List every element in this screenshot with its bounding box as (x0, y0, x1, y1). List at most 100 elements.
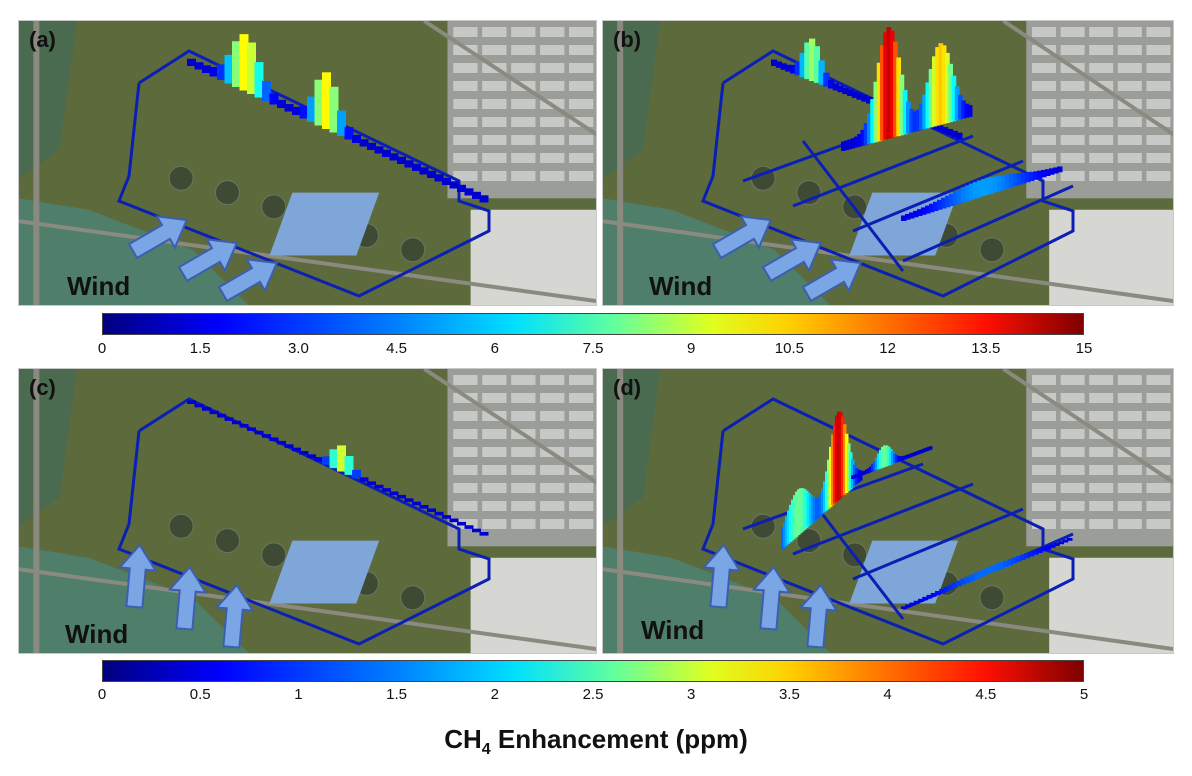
ch4-enhancement-bar (825, 471, 829, 511)
industrial-roof (470, 209, 596, 305)
ch4-enhancement-bar (925, 205, 931, 214)
building (511, 117, 536, 127)
building (540, 519, 565, 529)
ch4-enhancement-bar (879, 449, 883, 469)
ch4-enhancement-bar (993, 176, 999, 193)
ch4-enhancement-bar (1011, 557, 1018, 564)
building (1146, 411, 1171, 421)
ch4-enhancement-bar (787, 510, 791, 544)
ch4-enhancement-bar (922, 94, 927, 130)
ch4-enhancement-bar (797, 489, 801, 535)
ch4-enhancement-bar (859, 472, 863, 476)
ch4-enhancement-bar (928, 68, 934, 128)
road (423, 21, 596, 137)
ch4-enhancement-bar (994, 563, 1001, 571)
ch4-enhancement-bar (329, 449, 339, 469)
building (511, 153, 536, 163)
ch4-enhancement-bar (860, 129, 866, 146)
building (1117, 171, 1142, 181)
building (511, 501, 536, 511)
building (511, 375, 536, 385)
building (1060, 447, 1085, 457)
building (1089, 45, 1114, 55)
ch4-enhancement-bar (1033, 171, 1039, 180)
ch4-enhancement-bar (947, 584, 954, 590)
ch4-enhancement-bar (799, 488, 803, 534)
ch4-enhancement-bar (953, 191, 959, 205)
ch4-enhancement-bar (905, 213, 911, 220)
ch4-enhancement-bar (1032, 550, 1039, 555)
colorbar-tick-label: 2.5 (582, 686, 604, 703)
ch4-enhancement-bar (925, 82, 931, 129)
building (453, 27, 478, 37)
building (1060, 465, 1085, 475)
building (511, 27, 536, 37)
ch4-enhancement-bar (1001, 174, 1007, 190)
building (1032, 153, 1057, 163)
ch4-enhancement-bar (977, 180, 983, 198)
ch4-enhancement-bar (903, 455, 907, 460)
ch4-enhancement-bar (889, 30, 895, 138)
building (1032, 411, 1057, 421)
wind-arrow-icon (798, 583, 839, 649)
ch4-enhancement-bar (815, 498, 819, 520)
ch4-enhancement-bar (893, 453, 897, 464)
ch4-enhancement-bar (930, 592, 937, 597)
ch4-enhancement-bar (965, 185, 971, 201)
survey-route (701, 397, 1075, 646)
ch4-enhancement-bar (813, 46, 820, 83)
colorbar-tick-label: 7.5 (582, 340, 604, 357)
wind-arrow-icon (117, 543, 158, 609)
survey-route (902, 184, 1074, 263)
wind-label-a: Wind (67, 271, 131, 301)
ch4-enhancement-bar (299, 451, 309, 455)
building (1032, 429, 1057, 439)
building (453, 429, 478, 439)
ch4-enhancement-bar (973, 182, 979, 199)
ch4-enhancement-bar (986, 567, 992, 574)
ch4-enhancement-bar (954, 86, 960, 121)
building (569, 27, 594, 37)
building (1117, 519, 1142, 529)
ch4-enhancement-bar (998, 562, 1005, 569)
building (1089, 447, 1114, 457)
building (569, 153, 594, 163)
building (1089, 153, 1114, 163)
building (540, 117, 565, 127)
ch4-enhancement-bar (856, 93, 863, 100)
ch4-enhancement-bar (269, 93, 279, 105)
ch4-enhancement-bar (809, 494, 813, 525)
building (511, 393, 536, 403)
ch4-enhancement-bar (847, 139, 853, 150)
building (1060, 483, 1085, 493)
colorbar-top (102, 313, 1084, 335)
ch4-enhancement-bar (1007, 559, 1013, 566)
building (453, 81, 478, 91)
ch4-enhancement-bar (352, 134, 361, 143)
ch4-enhancement-bar (367, 142, 376, 150)
ch4-enhancement-bar (973, 572, 979, 580)
road (603, 219, 1173, 304)
industrial-roof (1049, 557, 1173, 653)
ch4-enhancement-bar (861, 95, 868, 102)
survey-route (117, 49, 491, 298)
tank (979, 237, 1005, 263)
ch4-enhancement-bar (850, 138, 856, 149)
ch4-enhancement-bar (933, 201, 939, 211)
wind-arrow-icon (711, 215, 773, 260)
colorbar-tick-label: 13.5 (971, 340, 1001, 357)
ch4-enhancement-bar (905, 604, 911, 608)
ch4-enhancement-bar (939, 588, 945, 594)
building (1146, 99, 1171, 109)
building (482, 99, 507, 109)
ch4-enhancement-bar (907, 454, 911, 458)
building (540, 135, 565, 145)
building (1060, 171, 1085, 181)
map-panel-b: (b) Wind (602, 20, 1174, 306)
ch4-enhancement-bar (1062, 539, 1069, 543)
road (19, 567, 596, 652)
ch4-enhancement-bar (307, 454, 316, 458)
ch4-enhancement-bar (262, 434, 271, 438)
building (1032, 465, 1057, 475)
ch4-enhancement-bar (284, 104, 294, 112)
